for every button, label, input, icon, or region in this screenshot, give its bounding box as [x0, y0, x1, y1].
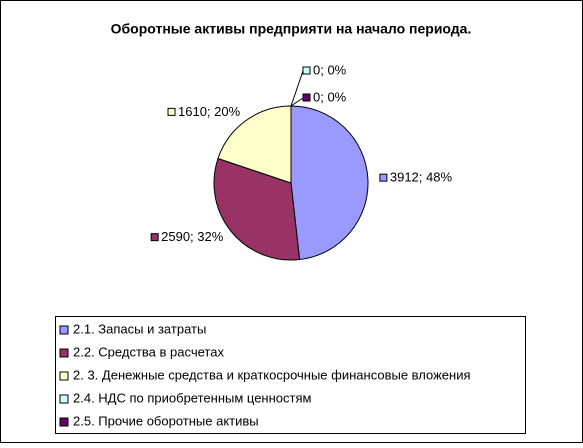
data-label: 0; 0%: [313, 89, 347, 104]
legend-swatch: [59, 417, 69, 427]
legend-label: 2.1. Запасы и затраты: [73, 321, 206, 336]
legend-box: [55, 316, 526, 434]
legend-label: 2.2. Средства в расчетах: [73, 344, 224, 359]
leader-line: [290, 97, 304, 107]
pie-slice: [290, 105, 369, 261]
legend-swatch: [59, 394, 69, 404]
data-label: 1610; 20%: [178, 104, 241, 119]
leader-line: [290, 70, 304, 107]
label-swatch: [302, 66, 311, 75]
pie-slice: [217, 105, 292, 184]
legend-label: 2.4. НДС по приобретенным ценностям: [73, 390, 312, 405]
data-label: 2590; 32%: [161, 229, 224, 244]
chart-title: Оборотные активы предприяти на начало пе…: [111, 21, 472, 37]
legend-swatch: [59, 348, 69, 358]
legend-label: 2. 3. Денежные средства и краткосрочные …: [73, 367, 471, 382]
legend-label: 2.5. Прочие оборотные активы: [73, 413, 259, 428]
legend-swatch: [59, 371, 69, 381]
pie-slice: [213, 157, 301, 261]
label-swatch: [302, 93, 311, 102]
label-swatch: [150, 233, 159, 242]
label-swatch: [167, 107, 176, 116]
legend-swatch: [59, 325, 69, 335]
data-label: 0; 0%: [313, 62, 347, 77]
label-swatch: [379, 173, 388, 182]
data-label: 3912; 48%: [390, 170, 453, 185]
